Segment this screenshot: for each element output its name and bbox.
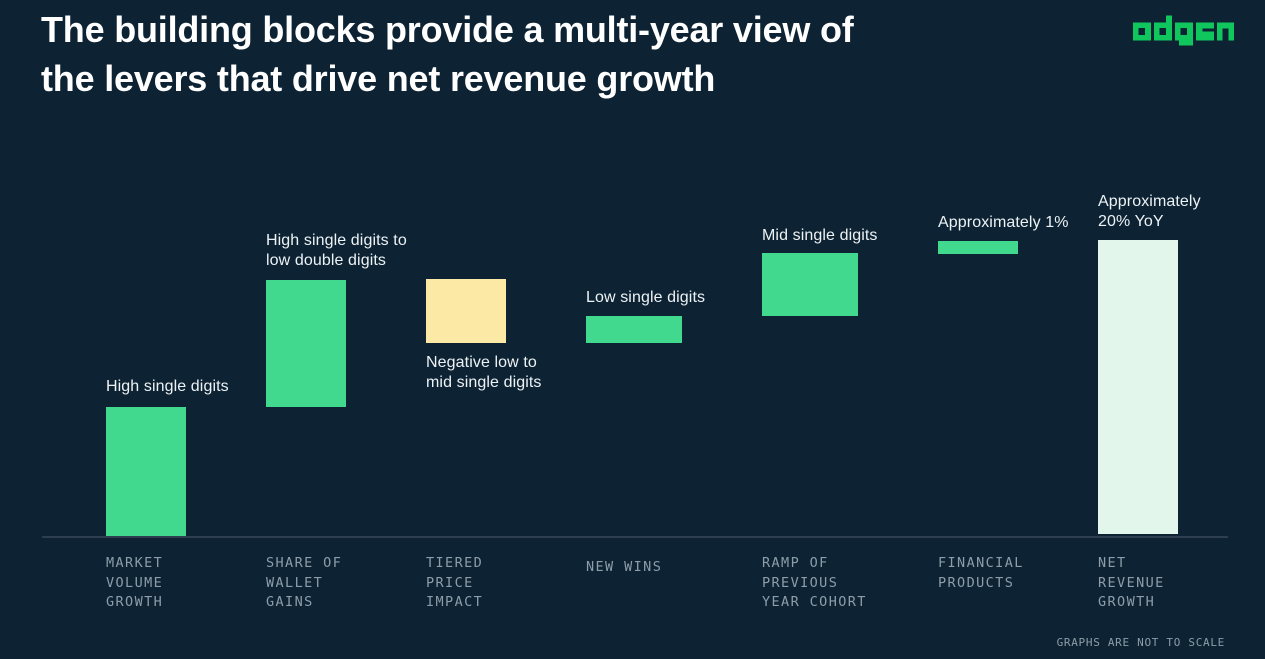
bar-share-of-wallet-gains [266, 280, 346, 407]
bar-market-volume-growth [106, 407, 186, 536]
category-label-market-volume-growth: MARKET VOLUME GROWTH [106, 555, 164, 610]
value-label-new-wins: Low single digits [586, 289, 706, 306]
adyen-wordmark-icon [1133, 15, 1234, 46]
bar-net-revenue-growth [1098, 240, 1178, 534]
category-label-share-of-wallet-gains: SHARE OF WALLET GAINS [266, 555, 343, 610]
category-label-new-wins: NEW WINS [586, 559, 663, 575]
value-label-net-revenue-growth: Approximately 20% YoY [1098, 193, 1201, 230]
category-label-financial-products: FINANCIAL PRODUCTS [938, 555, 1024, 591]
slide-title-line-1: The building blocks provide a multi-year… [41, 9, 854, 50]
category-label-ramp-of-previous-year-cohort: RAMP OF PREVIOUS YEAR COHORT [762, 555, 867, 610]
value-label-tiered-price-impact: Negative low to mid single digits [426, 354, 542, 391]
value-label-financial-products: Approximately 1% [938, 214, 1069, 231]
value-label-ramp-of-previous-year-cohort: Mid single digits [762, 227, 878, 244]
adyen-logo [1133, 15, 1234, 46]
slide-title-line-2: the levers that drive net revenue growth [41, 58, 716, 99]
bar-financial-products [938, 241, 1018, 254]
bar-tiered-price-impact [426, 279, 506, 343]
value-label-market-volume-growth: High single digits [106, 378, 229, 395]
bar-new-wins [586, 316, 682, 343]
value-label-share-of-wallet-gains: High single digits to low double digits [266, 232, 407, 269]
category-label-net-revenue-growth: NET REVENUE GROWTH [1098, 555, 1165, 610]
category-label-tiered-price-impact: TIERED PRICE IMPACT [426, 555, 484, 610]
slide-title: The building blocks provide a multi-year… [41, 5, 854, 103]
scale-disclaimer: GRAPHS ARE NOT TO SCALE [1056, 636, 1225, 649]
bar-ramp-of-previous-year-cohort [762, 253, 858, 316]
chart-baseline [42, 536, 1228, 538]
